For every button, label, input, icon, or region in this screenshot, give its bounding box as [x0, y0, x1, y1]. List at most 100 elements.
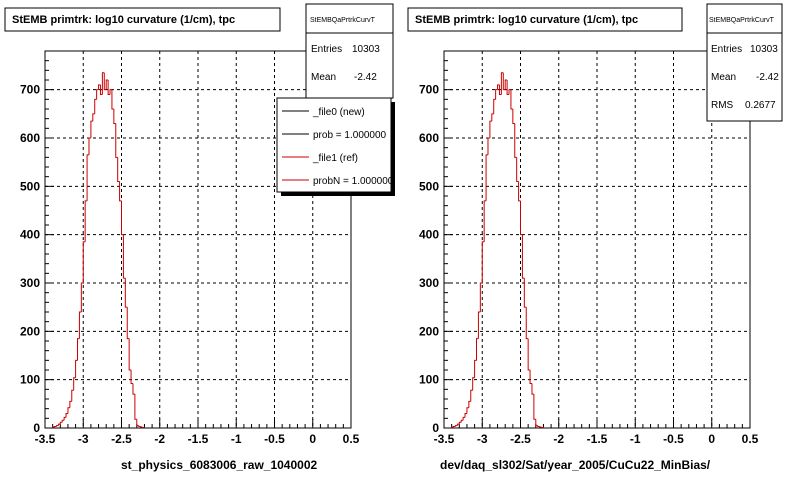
x-tick-label: 0 — [309, 432, 316, 446]
left-title-box — [4, 7, 281, 32]
legend-entry: prob = 1.000000 — [313, 130, 387, 141]
x-tick-label: -0.5 — [264, 432, 285, 446]
histogram-bin — [121, 200, 124, 236]
histogram-bin — [55, 425, 59, 427]
histogram-bin — [105, 79, 109, 90]
histogram-bin — [86, 154, 89, 201]
histogram-bin — [119, 181, 122, 202]
y-tick-label: 600 — [20, 131, 40, 145]
right-title-box — [407, 7, 683, 32]
y-tick-label: 0 — [33, 421, 40, 435]
histogram-bin — [498, 84, 502, 95]
histogram-bin — [126, 307, 130, 340]
right-title: StEMB primtrk: log10 curvature (1/cm), t… — [415, 14, 638, 26]
histogram-bin — [90, 120, 93, 138]
histogram-bin — [493, 98, 496, 114]
y-tick-label: 100 — [419, 373, 439, 387]
right-ticks: -3.5 -3 -2.5 -2 -1.5 -1 -0.5 0 0.5 0 100 200 300 400 5… — [419, 50, 759, 446]
y-tick-label: 400 — [419, 228, 439, 242]
x-tick-label: -2.5 — [111, 432, 132, 446]
histogram-bin — [117, 157, 120, 182]
histogram-bin — [510, 89, 513, 110]
x-tick-label: -1.5 — [587, 432, 608, 446]
y-tick-label: 500 — [419, 179, 439, 193]
histogram-bin — [78, 311, 82, 339]
x-tick-label: -2.5 — [510, 432, 531, 446]
left-panel: StEMB primtrk: log10 curvature (1/cm), t… — [4, 3, 395, 472]
histogram-bin — [113, 109, 116, 124]
histogram-bin — [523, 278, 527, 308]
histogram-bin — [454, 425, 458, 427]
histogram-bin — [84, 200, 88, 242]
histogram-bin — [59, 421, 63, 425]
x-tick-label: -3.5 — [434, 432, 455, 446]
x-tick-label: -1.5 — [188, 432, 209, 446]
histogram-bin — [101, 72, 105, 95]
right-stats-rms-value: 0.2677 — [745, 100, 776, 111]
histogram-bin — [535, 419, 538, 427]
histogram-bin — [462, 416, 466, 421]
right-x-axis-label: dev/daq_sl302/Sat/year_2005/CuCu22_MinBi… — [440, 458, 711, 472]
right-stats-entries-label: Entries — [711, 44, 742, 55]
histogram-bin — [487, 137, 490, 155]
histogram-bin — [537, 425, 540, 428]
x-tick-label: 0.5 — [742, 432, 759, 446]
histogram-bin — [92, 113, 95, 122]
histogram-bin — [109, 89, 112, 95]
histogram-bin — [63, 416, 67, 421]
left-stats-box — [305, 3, 394, 99]
y-tick-label: 700 — [20, 83, 40, 97]
histogram-bin — [69, 400, 72, 408]
histogram-bin — [88, 137, 91, 155]
histogram-bin — [525, 307, 529, 340]
histogram-bin — [65, 413, 68, 418]
right-stats-rms-label: RMS — [711, 100, 734, 111]
histogram-bin — [98, 84, 101, 90]
histogram-bin — [52, 426, 55, 428]
histogram-bin — [115, 123, 118, 158]
histogram-bin — [529, 370, 532, 385]
right-panel: StEMB primtrk: log10 curvature (1/cm), t… — [407, 3, 783, 472]
left-stats-entries-label: Entries — [311, 44, 342, 55]
x-tick-label: -0.5 — [663, 432, 684, 446]
histogram-bin — [489, 120, 492, 138]
histogram-bin — [500, 72, 504, 95]
x-tick-label: -3.5 — [35, 432, 56, 446]
histogram-bin — [134, 394, 137, 420]
right-histogram — [451, 72, 544, 429]
legend-box — [276, 97, 392, 193]
x-tick-label: 0 — [708, 432, 715, 446]
histogram-bin — [456, 423, 460, 426]
histogram-bin — [73, 377, 76, 391]
histogram-bin — [80, 282, 84, 312]
y-tick-label: 0 — [432, 421, 439, 435]
histogram-bin — [71, 389, 74, 402]
right-stats-box — [706, 3, 783, 122]
legend: _file0 (new) prob = 1.000000 _file1 (ref) p… — [282, 107, 394, 187]
left-x-axis-label: st_physics_6083006_raw_1040002 — [121, 458, 317, 472]
y-tick-label: 200 — [419, 324, 439, 338]
histogram-bin — [512, 109, 515, 124]
right-stats-mean-value: -2.42 — [756, 72, 779, 83]
histogram-bin — [481, 241, 485, 283]
y-tick-label: 100 — [20, 373, 40, 387]
histogram-bin — [483, 200, 487, 242]
left-stats-name: StEMBQaPrtrkCurvT — [310, 17, 376, 24]
histogram-bin — [516, 157, 519, 182]
histogram-bin — [504, 79, 508, 90]
legend-entry: _file1 (ref) — [312, 153, 358, 164]
histogram-bin — [506, 80, 510, 95]
y-tick-label: 300 — [20, 276, 40, 290]
x-tick-label: -2 — [154, 432, 165, 446]
y-tick-label: 600 — [419, 131, 439, 145]
x-tick-label: -1 — [630, 432, 641, 446]
x-tick-label: -2 — [553, 432, 564, 446]
histogram-bin — [124, 278, 128, 308]
histogram-bin — [477, 311, 481, 339]
histogram-bin — [502, 72, 506, 91]
histogram-bin — [57, 423, 61, 426]
right-stats-mean-label: Mean — [711, 72, 736, 83]
left-stats-mean-value: -2.42 — [354, 72, 377, 83]
histogram-bin — [99, 84, 103, 95]
histogram-bin — [107, 80, 111, 95]
